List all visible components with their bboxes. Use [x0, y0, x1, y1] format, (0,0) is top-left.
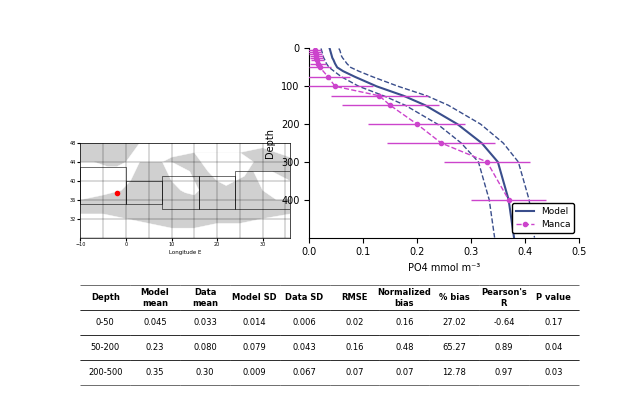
Model — [494, 160, 502, 164]
Bar — [163, 176, 199, 209]
Model — [331, 61, 339, 66]
Polygon shape — [80, 143, 290, 238]
Model — [421, 103, 429, 107]
Model — [478, 141, 485, 145]
Line: Model: Model — [330, 48, 514, 238]
Bar — [80, 167, 126, 204]
Model — [505, 197, 512, 202]
Model — [328, 54, 336, 59]
Polygon shape — [253, 171, 290, 200]
Bar — [235, 171, 290, 209]
Polygon shape — [163, 162, 199, 195]
Model — [327, 50, 334, 55]
Model — [340, 69, 347, 74]
Model — [329, 55, 336, 60]
Model — [400, 93, 408, 98]
Model — [333, 65, 341, 70]
Model — [330, 57, 338, 62]
Legend: Model, Manca: Model, Manca — [512, 203, 574, 233]
Model — [373, 84, 381, 89]
Bar — [126, 181, 163, 204]
Bar — [199, 176, 235, 209]
Polygon shape — [126, 143, 290, 162]
Polygon shape — [80, 162, 140, 200]
Y-axis label: Depth: Depth — [266, 128, 275, 158]
X-axis label: PO4 mmol m⁻³: PO4 mmol m⁻³ — [408, 263, 480, 273]
Model — [453, 122, 461, 126]
Model — [351, 74, 359, 79]
X-axis label: Longitude E: Longitude E — [169, 250, 201, 255]
Model — [326, 46, 334, 51]
Model — [510, 235, 518, 240]
Polygon shape — [80, 214, 290, 238]
Polygon shape — [194, 152, 253, 185]
Model — [327, 48, 334, 53]
Model — [327, 52, 335, 57]
